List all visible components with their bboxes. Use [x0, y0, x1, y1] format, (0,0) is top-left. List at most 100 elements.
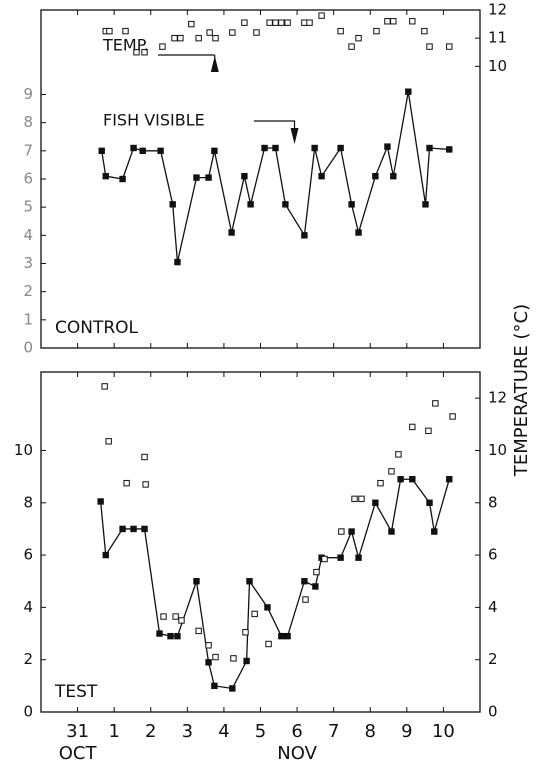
data-point-open	[212, 653, 219, 661]
data-point-open	[306, 19, 313, 26]
y2-tick-label: 11	[488, 29, 507, 47]
y-tick-label: 0	[23, 703, 33, 721]
plot-frame	[40, 371, 481, 713]
data-point-open	[160, 613, 167, 620]
data-point-filled	[156, 630, 163, 637]
x-tick-label: 10	[432, 721, 455, 742]
data-point-open	[388, 468, 395, 475]
y2-tick-label: 0	[488, 703, 498, 721]
data-point-filled	[312, 583, 319, 590]
y2-tick-label: 12	[488, 389, 507, 407]
data-point-filled	[311, 144, 318, 152]
data-point-filled	[205, 659, 212, 666]
data-point-open	[351, 495, 358, 503]
data-point-filled	[409, 476, 416, 483]
data-point-filled	[388, 528, 395, 535]
data-point-filled	[390, 172, 397, 180]
data-point-open	[178, 617, 185, 624]
data-point-open	[205, 642, 212, 649]
data-point-filled	[139, 147, 146, 155]
x-tick-label: 5	[255, 721, 266, 742]
annotation-arrow	[158, 54, 216, 60]
data-point-open	[337, 27, 344, 35]
y-tick-label: 7	[23, 141, 33, 159]
data-point-open	[318, 12, 325, 19]
data-point-open	[348, 43, 355, 50]
y2-tick-label: 10	[488, 441, 507, 459]
data-point-open	[377, 479, 384, 487]
data-point-open	[425, 427, 432, 435]
y-tick-label: 9	[23, 85, 33, 103]
data-point-open	[384, 18, 391, 25]
data-point-open	[106, 27, 113, 35]
data-point-filled	[278, 632, 285, 640]
y-tick-label: 3	[23, 254, 33, 272]
data-point-open	[355, 34, 362, 42]
annotation-arrow	[254, 120, 296, 130]
data-point-open	[301, 19, 308, 26]
data-point-open	[409, 423, 416, 431]
data-point-filled	[97, 498, 104, 505]
data-point-open	[338, 528, 345, 535]
x-tick-label: 31	[66, 721, 89, 742]
data-point-filled	[130, 525, 137, 533]
month-label: OCT	[59, 743, 98, 764]
data-point-open	[105, 438, 112, 445]
data-point-filled	[169, 201, 176, 208]
x-tick-label: 2	[145, 721, 156, 742]
data-point-open	[172, 613, 179, 620]
data-point-open	[446, 43, 453, 50]
data-point-filled	[426, 144, 433, 152]
data-point-open	[358, 495, 365, 503]
data-point-filled	[348, 201, 355, 208]
x-tick-label: 8	[365, 721, 376, 742]
data-point-filled	[130, 144, 137, 152]
data-point-filled	[205, 174, 212, 181]
data-point-filled	[98, 147, 105, 155]
data-point-filled	[264, 604, 271, 611]
data-point-filled	[431, 528, 438, 535]
data-point-filled	[355, 229, 362, 236]
data-point-filled	[119, 175, 126, 183]
data-point-open	[123, 479, 130, 487]
data-point-open	[195, 34, 202, 42]
data-point-filled	[318, 172, 325, 180]
data-point-open	[101, 383, 108, 390]
data-point-open	[229, 29, 236, 36]
month-label: NOV	[277, 743, 317, 764]
y-tick-label: 5	[23, 198, 33, 216]
data-point-open	[278, 19, 285, 26]
data-point-filled	[422, 201, 429, 208]
data-point-open	[206, 29, 213, 36]
data-point-open	[266, 19, 273, 26]
data-point-filled	[102, 551, 109, 559]
data-point-filled	[355, 554, 362, 561]
data-point-open	[313, 568, 320, 576]
data-point-filled	[372, 499, 379, 506]
data-point-filled	[372, 172, 379, 180]
data-point-open	[272, 19, 279, 26]
data-point-filled	[247, 201, 254, 208]
data-point-filled	[193, 174, 200, 181]
x-tick-label: 1	[108, 721, 119, 742]
data-point-filled	[211, 147, 218, 155]
data-point-filled	[301, 578, 308, 585]
data-point-filled	[337, 554, 344, 561]
x-tick-label: 4	[218, 721, 229, 742]
y2-tick-label: 10	[488, 57, 507, 75]
y-tick-label: 10	[14, 441, 33, 459]
data-point-filled	[246, 578, 253, 585]
data-point-open	[177, 34, 184, 42]
data-point-filled	[284, 632, 291, 640]
data-point-open	[373, 27, 380, 35]
data-point-open	[253, 29, 260, 36]
data-point-open	[251, 610, 258, 618]
x-tick-label: 7	[328, 721, 339, 742]
data-point-open	[302, 596, 309, 603]
x-tick-label: 9	[401, 721, 412, 742]
y2-tick-label: 8	[488, 493, 498, 511]
data-point-open	[409, 18, 416, 25]
data-point-open	[265, 640, 272, 648]
data-point-open	[188, 20, 195, 28]
